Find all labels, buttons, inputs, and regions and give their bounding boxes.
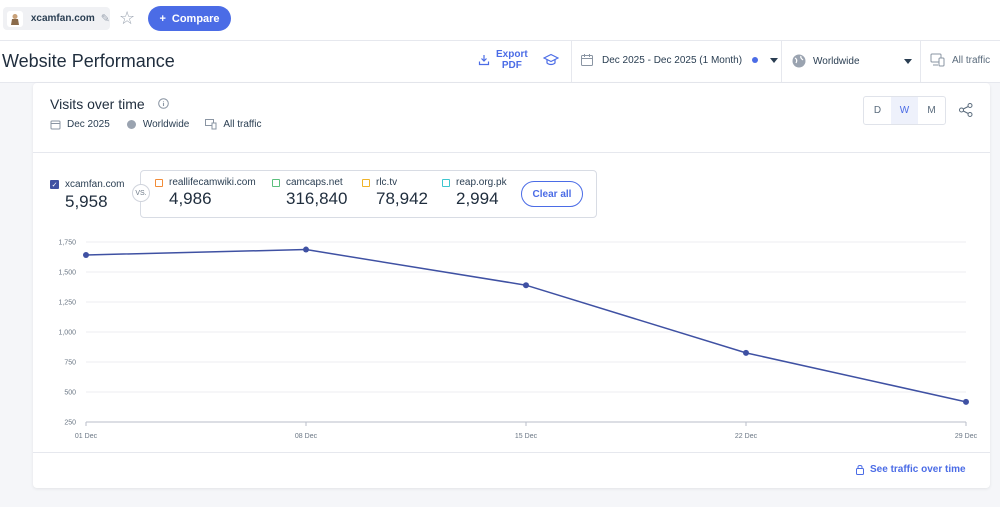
checkbox-unchecked-icon[interactable] <box>442 178 450 187</box>
date-indicator-dot <box>752 57 759 63</box>
granularity-month[interactable]: M <box>927 105 936 116</box>
competitors-box: reallifecamwiki.com 4,986 camcaps.net 31… <box>140 170 597 218</box>
card-footer-divider <box>33 452 990 453</box>
site-name: xcamfan.com <box>30 13 95 24</box>
download-icon <box>478 55 490 66</box>
globe-icon <box>792 54 806 68</box>
country-label: Worldwide <box>813 55 860 67</box>
vs-badge: VS. <box>132 184 150 202</box>
meta-traffic: All traffic <box>223 119 262 130</box>
x-tick-label: 29 Dec <box>955 433 978 440</box>
competitor-item[interactable]: reap.org.pk 2,994 <box>442 177 507 209</box>
country-dropdown[interactable]: Worldwide <box>791 53 912 69</box>
edit-pencil-icon[interactable]: ✎ <box>100 13 110 25</box>
calendar-icon <box>581 54 593 66</box>
competitor-visits: 316,840 <box>286 189 348 208</box>
granularity-toggle: D W M <box>863 96 946 125</box>
chevron-down-icon <box>904 58 912 64</box>
x-tick-label: 08 Dec <box>295 433 318 440</box>
export-pdf-button[interactable]: Export PDF <box>478 49 528 71</box>
y-tick-label: 500 <box>64 390 76 397</box>
granularity-day[interactable]: D <box>873 105 882 116</box>
meta-country: Worldwide <box>142 119 190 130</box>
top-bar: xcamfan.com ✎ ☆ + Compare <box>0 0 1000 41</box>
granularity-week[interactable]: W <box>891 97 918 124</box>
x-tick-label: 15 Dec <box>515 433 538 440</box>
competitor-item[interactable]: camcaps.net 316,840 <box>272 177 347 209</box>
calendar-icon <box>50 120 61 130</box>
site-chip[interactable]: xcamfan.com ✎ <box>3 7 110 30</box>
clear-all-button[interactable]: Clear all <box>521 181 583 207</box>
export-label-line1: Export <box>496 49 528 60</box>
data-point <box>523 282 529 289</box>
meta-date: Dec 2025 <box>67 119 110 130</box>
competitor-visits: 78,942 <box>376 189 428 208</box>
x-tick-label: 22 Dec <box>735 433 758 440</box>
compare-button[interactable]: + Compare <box>148 6 231 31</box>
info-icon[interactable] <box>158 98 169 109</box>
y-tick-label: 1,750 <box>58 240 76 247</box>
checkbox-checked-icon[interactable]: ✓ <box>50 180 59 189</box>
site-favicon-icon <box>7 10 23 27</box>
date-range-dropdown[interactable]: Dec 2025 - Dec 2025 (1 Month) <box>580 53 779 67</box>
header-separator <box>781 41 782 83</box>
checkbox-unchecked-icon[interactable] <box>362 178 370 187</box>
traffic-label: All traffic <box>952 54 991 66</box>
competitor-visits: 4,986 <box>169 189 212 208</box>
competitor-name: reallifecamwiki.com <box>169 177 256 188</box>
globe-icon <box>126 120 136 129</box>
compare-label: Compare <box>171 12 220 25</box>
see-traffic-link[interactable]: See traffic over time <box>855 464 966 475</box>
star-icon[interactable]: ☆ <box>119 8 136 28</box>
traffic-dropdown[interactable]: All traffic <box>930 53 990 67</box>
header-separator <box>571 41 572 83</box>
page-title: Website Performance <box>2 51 175 71</box>
chevron-down-icon <box>770 57 779 63</box>
checkbox-unchecked-icon[interactable] <box>272 178 280 187</box>
y-tick-label: 1,000 <box>58 330 76 337</box>
visits-over-time-card: Visits over time Dec 2025 Worldwide All … <box>33 83 990 488</box>
x-tick-label: 01 Dec <box>75 433 98 440</box>
competitor-name: reap.org.pk <box>456 177 507 188</box>
devices-icon <box>930 53 945 67</box>
visits-line-chart: 250 500 750 1,000 1,250 1,500 1,750 01 Dec 08 De… <box>58 240 978 441</box>
page-header: Website Performance Export PDF Dec 2025 … <box>0 41 1000 83</box>
data-point <box>963 398 969 405</box>
main-site-name: xcamfan.com <box>65 179 125 190</box>
card-title: Visits over time <box>50 96 145 112</box>
devices-icon <box>205 119 217 130</box>
export-label-line2: PDF <box>501 60 522 71</box>
date-range-label: Dec 2025 - Dec 2025 (1 Month) <box>602 54 743 66</box>
main-site-visits: 5,958 <box>65 192 108 211</box>
competitor-item[interactable]: reallifecamwiki.com 4,986 <box>155 177 256 209</box>
y-tick-label: 1,250 <box>58 300 76 307</box>
card-meta: Dec 2025 Worldwide All traffic <box>50 119 261 130</box>
competitor-item[interactable]: rlc.tv 78,942 <box>362 177 428 209</box>
plus-icon: + <box>159 12 166 25</box>
graduation-cap-icon[interactable] <box>543 53 559 67</box>
y-tick-label: 750 <box>64 360 76 367</box>
y-tick-label: 1,500 <box>58 270 76 277</box>
competitor-name: camcaps.net <box>286 177 343 188</box>
data-point <box>83 251 89 258</box>
competitor-name: rlc.tv <box>376 177 398 188</box>
data-point <box>303 246 309 253</box>
share-icon[interactable] <box>958 102 974 118</box>
card-divider <box>33 152 990 153</box>
checkbox-unchecked-icon[interactable] <box>155 178 163 187</box>
header-separator <box>920 41 921 83</box>
see-traffic-label: See traffic over time <box>870 464 966 475</box>
data-point <box>743 349 749 356</box>
competitor-visits: 2,994 <box>456 189 499 208</box>
lock-icon <box>856 465 864 475</box>
y-tick-label: 250 <box>64 420 76 427</box>
main-site-legend[interactable]: ✓ xcamfan.com 5,958 <box>50 179 124 212</box>
